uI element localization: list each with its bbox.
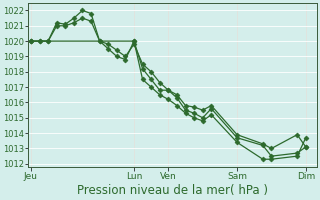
X-axis label: Pression niveau de la mer( hPa ): Pression niveau de la mer( hPa ) xyxy=(77,184,268,197)
